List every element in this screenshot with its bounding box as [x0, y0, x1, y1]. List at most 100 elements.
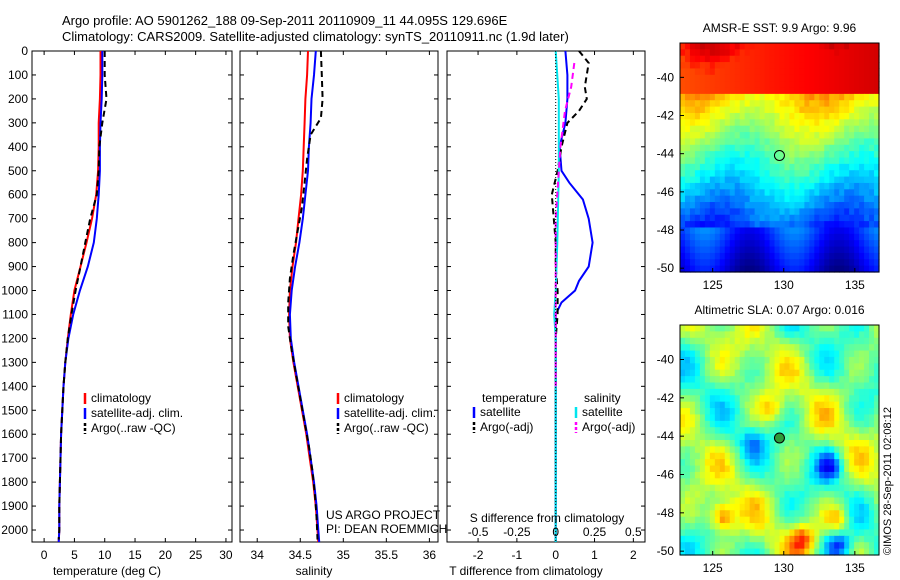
map-cell	[684, 465, 691, 473]
map-cell	[769, 151, 776, 159]
map-cell	[799, 49, 805, 57]
map-cell	[709, 132, 716, 140]
map-cell	[724, 503, 731, 511]
y-tick-label: 100	[8, 68, 28, 82]
map-cell	[764, 459, 771, 467]
map-cell	[864, 452, 870, 460]
map-cell	[839, 484, 845, 492]
map-cell	[804, 497, 810, 505]
map-cell	[824, 202, 830, 209]
map-cell	[684, 350, 691, 358]
map-cell	[859, 106, 865, 114]
map-frame-4	[679, 324, 880, 556]
map-cell	[809, 106, 815, 114]
map-cell	[849, 87, 855, 95]
map-cell	[744, 356, 751, 364]
map-cell	[839, 170, 845, 178]
map-cell	[684, 548, 691, 556]
map-cell	[789, 376, 796, 384]
map-cell	[689, 208, 696, 216]
map-cell	[689, 112, 696, 120]
y-tick-label: 1700	[1, 451, 28, 465]
map-cell	[819, 465, 825, 473]
map-cell	[694, 49, 701, 57]
map-cell	[719, 382, 726, 390]
map-cell	[864, 325, 870, 332]
map-cell	[769, 49, 776, 57]
map-cell	[694, 87, 701, 95]
map-cell	[709, 151, 716, 159]
map-cell	[779, 523, 786, 531]
map-cell	[739, 471, 746, 479]
map-cell	[799, 144, 805, 152]
map-cell	[684, 325, 691, 332]
map-cell	[694, 43, 701, 50]
map-cell	[784, 132, 791, 140]
map-cell	[854, 157, 860, 165]
map-cell	[864, 478, 870, 486]
map-cell	[809, 138, 815, 146]
map-cell	[849, 163, 855, 171]
map-cell	[704, 195, 711, 203]
map-cell	[764, 151, 771, 159]
map-cell	[874, 363, 880, 371]
map-cell	[724, 395, 731, 403]
map-cell	[844, 440, 850, 447]
map-cell	[719, 503, 726, 511]
map-cell	[709, 176, 716, 184]
map-cell	[699, 259, 706, 267]
map-cell	[779, 138, 786, 146]
map-cell	[779, 246, 786, 254]
map-cell	[859, 259, 865, 267]
map-cell	[714, 119, 721, 127]
map-cell	[769, 337, 776, 345]
map-cell	[779, 382, 786, 390]
map-cell	[734, 344, 741, 352]
map-cell	[854, 214, 860, 222]
map-cell	[684, 427, 691, 435]
map-cell	[729, 491, 736, 499]
map-cell	[804, 356, 810, 364]
map-cell	[704, 93, 711, 101]
map-cell	[734, 119, 741, 127]
map-cell	[704, 542, 711, 550]
map-cell	[680, 433, 686, 441]
map-cell	[809, 265, 815, 273]
map-cell	[854, 459, 860, 467]
map-cell	[804, 516, 810, 524]
map-cell	[680, 376, 686, 384]
map-cell	[794, 151, 800, 159]
map-cell	[829, 535, 835, 543]
map-cell	[824, 138, 830, 146]
map-cell	[694, 440, 701, 447]
map-cell	[734, 195, 741, 203]
map-cell	[714, 144, 721, 152]
map-cell	[824, 214, 830, 222]
map-cell	[719, 74, 726, 82]
map-cell	[719, 516, 726, 524]
map-cell	[704, 401, 711, 409]
map-cell	[749, 81, 756, 89]
map-cell	[739, 408, 746, 416]
map-cell	[859, 157, 865, 165]
map-cell	[774, 529, 781, 537]
map-cell	[744, 344, 751, 352]
map-cell	[699, 125, 706, 133]
map-cell	[864, 414, 870, 422]
map-cell	[744, 55, 751, 63]
map-cell	[789, 433, 796, 441]
map-cell	[764, 484, 771, 492]
map-cell	[869, 106, 875, 114]
map-cell	[709, 227, 716, 235]
map-cell	[834, 535, 840, 543]
map-cell	[824, 433, 830, 441]
map-cell	[794, 395, 800, 403]
map-cell	[874, 119, 880, 127]
map-cell	[699, 433, 706, 441]
map-cell	[864, 125, 870, 133]
map-cell	[854, 503, 860, 511]
map-cell	[714, 382, 721, 390]
map-cell	[839, 68, 845, 76]
map-cell	[734, 350, 741, 358]
map-cell	[819, 233, 825, 241]
